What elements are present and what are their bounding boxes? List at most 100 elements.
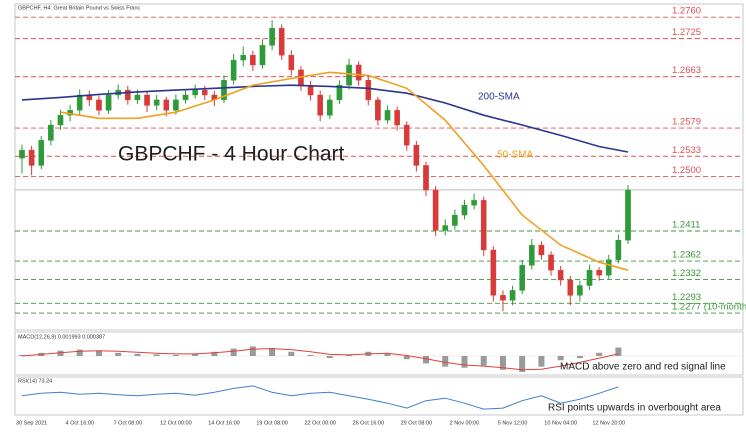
candle-body xyxy=(278,28,285,56)
x-tick-label: 10 Nov 04:00 xyxy=(544,420,577,426)
candle-body xyxy=(317,94,323,116)
candle-body xyxy=(48,124,54,141)
candle-body xyxy=(577,285,583,296)
candle-body xyxy=(519,265,525,291)
chart-title: GBPCHF - 4 Hour Chart xyxy=(118,143,345,166)
macd-bar xyxy=(403,356,410,360)
level-label: 1.2725 xyxy=(672,27,701,38)
x-tick-label: 30 Sep 2021 xyxy=(16,420,47,426)
candle-body xyxy=(192,89,198,96)
x-tick-label: 29 Oct 08:00 xyxy=(401,420,433,426)
candle-body xyxy=(259,45,266,66)
macd-bar xyxy=(288,351,295,356)
macd-bar xyxy=(519,356,526,372)
candle-body xyxy=(307,84,314,96)
candle-body xyxy=(423,165,429,191)
macd-bar xyxy=(423,356,429,364)
candle-body xyxy=(105,94,112,111)
x-tick-label: 2 Nov 00:00 xyxy=(450,420,480,426)
candle-body xyxy=(586,270,593,286)
macd-bar xyxy=(134,353,141,356)
candle-body xyxy=(240,54,247,61)
candle-body xyxy=(355,64,362,81)
candle-body xyxy=(605,259,612,276)
macd-bar xyxy=(576,356,583,359)
candle-body xyxy=(509,290,516,301)
candle-body xyxy=(490,249,497,296)
x-tick-label: 12 Oct 00:00 xyxy=(160,420,192,426)
candle-body xyxy=(452,214,458,226)
candle-body xyxy=(144,94,150,106)
x-tick-label: 19 Oct 08:00 xyxy=(256,420,288,426)
sma-label: 50-SMA xyxy=(497,150,533,161)
macd-label: MACD(12,26,9) 0.001993 0.000387 xyxy=(18,334,105,340)
candle-body xyxy=(19,149,25,159)
macd-signal-line xyxy=(21,348,619,371)
level-label: 1.2293 xyxy=(672,292,701,303)
candle-body xyxy=(163,99,170,111)
candle-body xyxy=(269,28,275,46)
candle-body xyxy=(538,244,545,256)
candle-body xyxy=(327,99,333,116)
macd-bar xyxy=(192,353,199,356)
candle-body xyxy=(57,115,64,126)
rsi-line xyxy=(21,385,619,410)
chart-header: GBPCHF, H4: Great Britain Pound vs Swiss… xyxy=(18,5,141,11)
macd-bar xyxy=(461,356,468,368)
x-tick-label: 22 Oct 00:00 xyxy=(304,420,336,426)
x-tick-label: 12 Nov 20:00 xyxy=(592,420,625,426)
level-label: 1.2362 xyxy=(672,250,701,261)
candle-body xyxy=(134,94,141,101)
candle-body xyxy=(38,140,45,166)
level-label: 1.2663 xyxy=(672,65,701,76)
candle-body xyxy=(432,189,439,231)
macd-bar xyxy=(57,350,64,356)
x-tick-label: 14 Oct 16:00 xyxy=(208,420,240,426)
macd-bar xyxy=(596,352,603,356)
macd-bar xyxy=(19,354,25,356)
macd-bar xyxy=(269,348,276,356)
x-tick-label: 5 Nov 12:00 xyxy=(498,420,528,426)
candle-body xyxy=(403,124,410,146)
candle-body xyxy=(557,270,564,281)
candle-body xyxy=(394,110,400,126)
macd-annotation: MACD above zero and red signal line xyxy=(560,362,726,373)
candle-body xyxy=(230,59,237,81)
macd-bar xyxy=(480,356,487,366)
candle-body xyxy=(625,189,631,241)
macd-bar xyxy=(307,354,314,356)
candle-body xyxy=(336,84,343,101)
candle-body xyxy=(384,110,391,121)
candle-body xyxy=(125,89,131,101)
candle-body xyxy=(471,200,477,206)
level-label: 1.2760 xyxy=(672,6,701,17)
candle-body xyxy=(173,99,179,111)
macd-bar xyxy=(172,354,179,356)
candle-body xyxy=(480,200,487,251)
macd-bar xyxy=(326,356,333,359)
macd-bar xyxy=(76,349,83,356)
candle-body xyxy=(153,99,160,106)
level-label: 1.2332 xyxy=(672,268,701,279)
x-tick-label: 26 Oct 16:00 xyxy=(353,420,385,426)
macd-bar xyxy=(615,347,622,356)
macd-bar xyxy=(230,348,237,356)
level-label: 1.2411 xyxy=(672,220,700,231)
rsi-label: RSI(14) 73.24 xyxy=(18,378,52,384)
macd-bar xyxy=(384,353,391,356)
candle-body xyxy=(596,270,602,276)
level-label: 1.2277 (10-month low) xyxy=(672,302,746,313)
sma-label: 200-SMA xyxy=(478,92,520,103)
candle-body xyxy=(413,145,420,166)
sma-line xyxy=(60,71,629,271)
candle-body xyxy=(28,149,35,166)
candle-body xyxy=(615,239,622,260)
macd-bar xyxy=(538,356,545,367)
candle-body xyxy=(221,80,227,101)
rsi-annotation: RSI points upwards in overbought area xyxy=(548,403,721,414)
x-tick-label: 7 Oct 08:00 xyxy=(114,420,142,426)
candle-body xyxy=(288,54,295,71)
x-tick-label: 4 Oct 16:00 xyxy=(65,420,93,426)
